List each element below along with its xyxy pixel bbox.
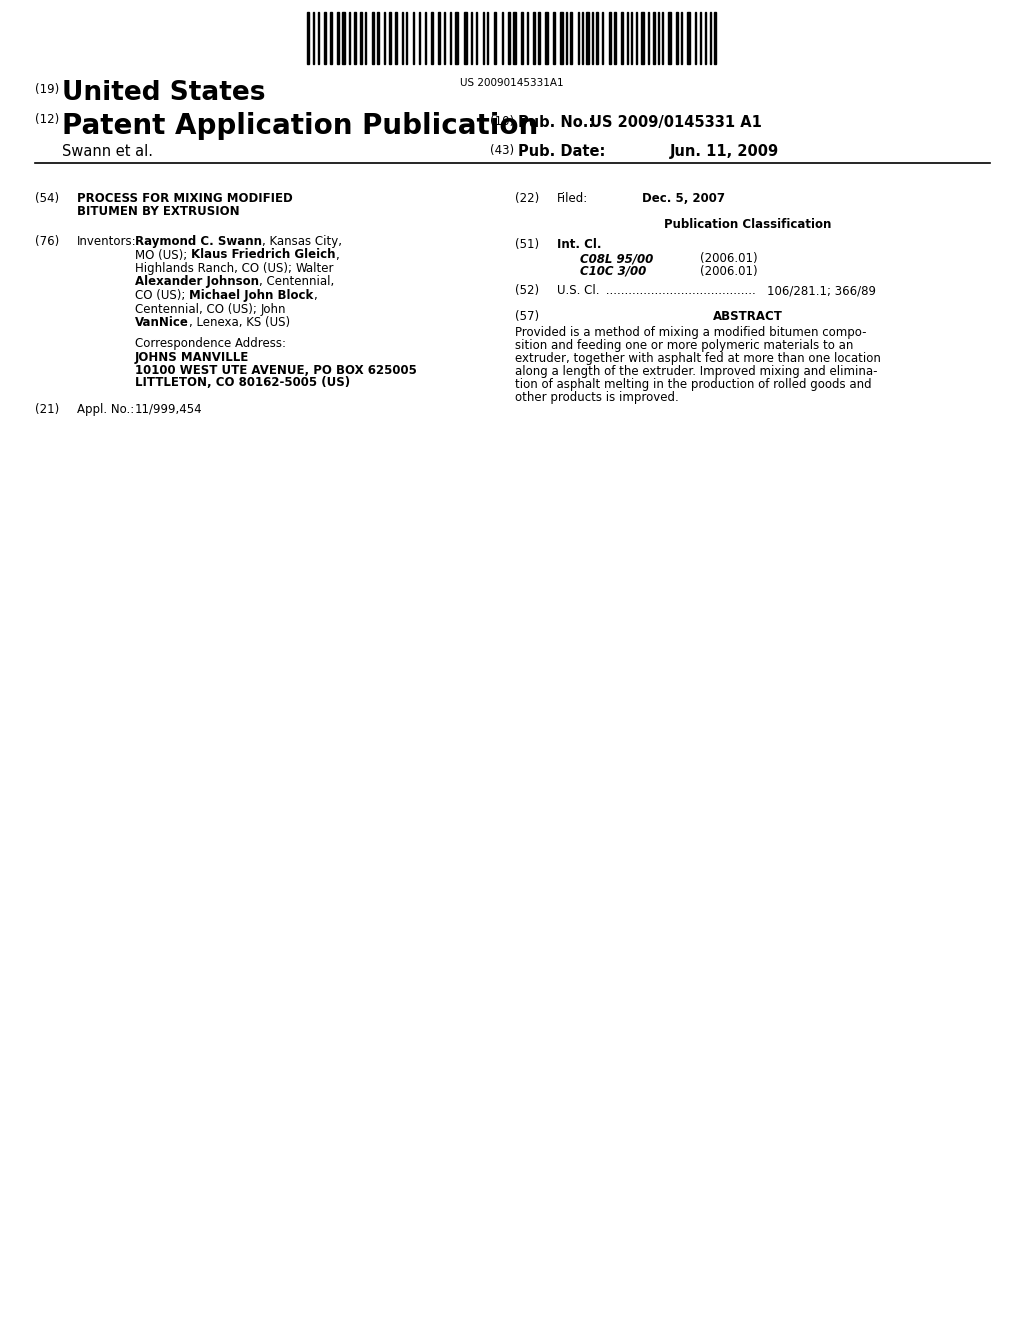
Bar [586,12,589,63]
Text: LITTLETON, CO 80162-5005 (US): LITTLETON, CO 80162-5005 (US) [135,376,350,389]
Text: (12): (12) [35,114,59,125]
Bar [354,12,356,63]
Text: US 20090145331A1: US 20090145331A1 [460,78,564,88]
Text: (43): (43) [490,144,514,157]
Bar [538,12,540,63]
Text: Klaus Friedrich Gleich: Klaus Friedrich Gleich [191,248,336,261]
Bar [513,12,516,63]
Text: BITUMEN BY EXTRUSION: BITUMEN BY EXTRUSION [77,205,240,218]
Text: United States: United States [62,81,265,106]
Text: tion of asphalt melting in the production of rolled goods and: tion of asphalt melting in the productio… [515,378,871,391]
Text: 106/281.1; 366/89: 106/281.1; 366/89 [767,284,876,297]
Text: Publication Classification: Publication Classification [664,218,831,231]
Text: along a length of the extruder. Improved mixing and elimina-: along a length of the extruder. Improved… [515,366,878,378]
Text: (21): (21) [35,403,59,416]
Text: (52): (52) [515,284,539,297]
Bar [641,12,644,63]
Bar [553,12,555,63]
Text: (51): (51) [515,238,539,251]
Text: C10C 3/00: C10C 3/00 [580,265,646,279]
Text: ........................................: ........................................ [602,284,756,297]
Text: Centennial, CO (US);: Centennial, CO (US); [135,302,261,315]
Bar [389,12,391,63]
Bar [494,12,496,63]
Bar [377,12,379,63]
Text: (10): (10) [490,115,514,128]
Text: Inventors:: Inventors: [77,235,136,248]
Text: Michael John Block: Michael John Block [189,289,313,302]
Text: , Lenexa, KS (US): , Lenexa, KS (US) [188,315,290,329]
Text: (22): (22) [515,191,540,205]
Bar [714,12,716,63]
Text: Int. Cl.: Int. Cl. [557,238,601,251]
Bar [545,12,548,63]
Bar [534,12,535,63]
Bar [596,12,598,63]
Text: Pub. Date:: Pub. Date: [518,144,605,158]
Text: Appl. No.:: Appl. No.: [77,403,134,416]
Text: Dec. 5, 2007: Dec. 5, 2007 [642,191,725,205]
Text: JOHNS MANVILLE: JOHNS MANVILLE [135,351,249,363]
Text: Jun. 11, 2009: Jun. 11, 2009 [670,144,779,158]
Text: Correspondence Address:: Correspondence Address: [135,338,286,351]
Text: VanNice: VanNice [135,315,188,329]
Text: Pub. No.:: Pub. No.: [518,115,594,129]
Bar [395,12,397,63]
Bar [614,12,616,63]
Text: Provided is a method of mixing a modified bitumen compo-: Provided is a method of mixing a modifie… [515,326,866,339]
Text: C08L 95/00: C08L 95/00 [580,252,653,265]
Text: PROCESS FOR MIXING MODIFIED: PROCESS FOR MIXING MODIFIED [77,191,293,205]
Bar [687,12,690,63]
Text: ,: , [336,248,339,261]
Text: , Centennial,: , Centennial, [259,276,334,289]
Text: (76): (76) [35,235,59,248]
Bar [668,12,671,63]
Text: 11/999,454: 11/999,454 [135,403,203,416]
Text: (2006.01): (2006.01) [700,265,758,279]
Text: Filed:: Filed: [557,191,588,205]
Bar [621,12,623,63]
Text: (54): (54) [35,191,59,205]
Text: sition and feeding one or more polymeric materials to an: sition and feeding one or more polymeric… [515,339,853,352]
Bar [342,12,345,63]
Text: Patent Application Publication: Patent Application Publication [62,112,539,140]
Bar [676,12,678,63]
Bar [508,12,510,63]
Bar [360,12,362,63]
Text: Highlands Ranch, CO (US);: Highlands Ranch, CO (US); [135,261,296,275]
Bar [330,12,332,63]
Text: extruder, together with asphalt fed at more than one location: extruder, together with asphalt fed at m… [515,352,881,366]
Text: Swann et al.: Swann et al. [62,144,153,158]
Text: (2006.01): (2006.01) [700,252,758,265]
Bar [455,12,458,63]
Bar [570,12,572,63]
Bar [372,12,374,63]
Bar [521,12,523,63]
Text: ,: , [313,289,317,302]
Text: ABSTRACT: ABSTRACT [713,310,782,323]
Bar [653,12,655,63]
Text: John: John [261,302,286,315]
Text: Raymond C. Swann: Raymond C. Swann [135,235,262,248]
Text: Alexander Johnson: Alexander Johnson [135,276,259,289]
Text: US 2009/0145331 A1: US 2009/0145331 A1 [590,115,762,129]
Bar [609,12,611,63]
Text: CO (US);: CO (US); [135,289,189,302]
Text: other products is improved.: other products is improved. [515,391,679,404]
Bar [560,12,563,63]
Bar [464,12,467,63]
Bar [337,12,339,63]
Text: 10100 WEST UTE AVENUE, PO BOX 625005: 10100 WEST UTE AVENUE, PO BOX 625005 [135,363,417,376]
Bar [438,12,440,63]
Bar [431,12,433,63]
Text: MO (US);: MO (US); [135,248,191,261]
Text: Walter: Walter [296,261,334,275]
Text: (57): (57) [515,310,539,323]
Bar [324,12,326,63]
Text: , Kansas City,: , Kansas City, [262,235,342,248]
Bar [307,12,309,63]
Text: U.S. Cl.: U.S. Cl. [557,284,599,297]
Text: (19): (19) [35,83,59,96]
